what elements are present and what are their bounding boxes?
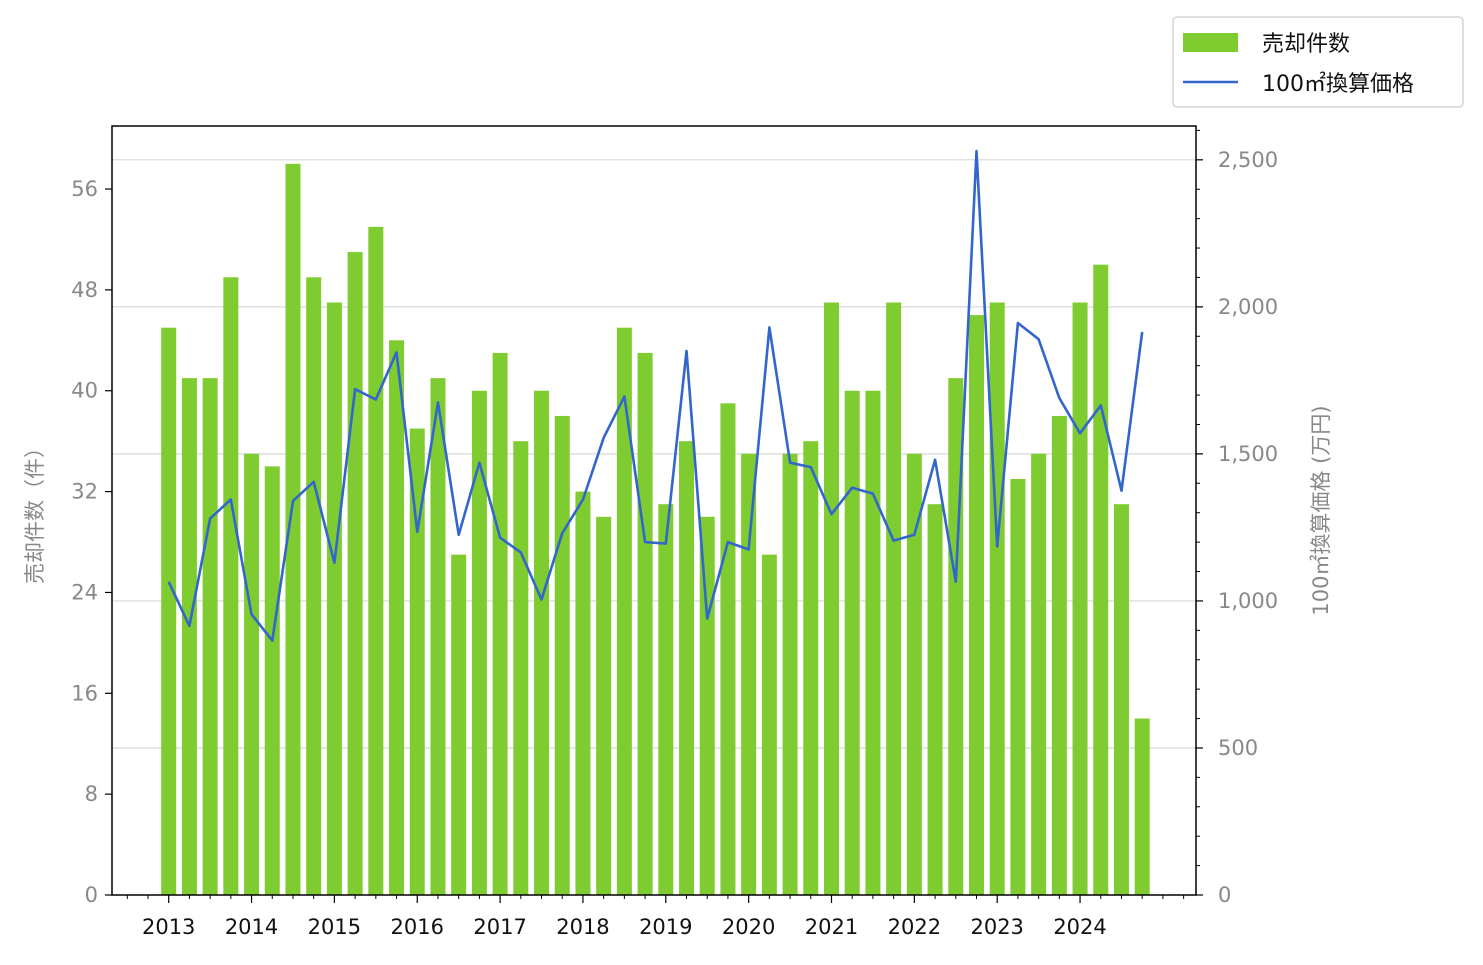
bar (389, 340, 405, 895)
bar (1134, 718, 1150, 895)
bar (1031, 453, 1047, 895)
bar (720, 403, 736, 895)
bar (451, 554, 467, 895)
axes-layer: 0 8 16 24 32 40 48 56 0 500 1,000 1,500 2,000 2,500 20… (23, 125, 1333, 939)
y-left-tick-label: 16 (71, 681, 98, 705)
bar (368, 226, 384, 895)
bar (306, 277, 322, 895)
bar (596, 516, 612, 895)
bar (326, 302, 342, 895)
bar (347, 252, 363, 896)
x-tick-label: 2020 (722, 915, 775, 939)
bar (637, 352, 653, 895)
bar (1113, 504, 1129, 895)
bar (1010, 478, 1026, 895)
plot-frame (111, 125, 1197, 896)
legend-bar-swatch (1183, 33, 1238, 52)
bar (534, 390, 550, 895)
x-tick-label: 2014 (225, 915, 278, 939)
y-right-axis-title: 100㎡換算価格 (万円) (1309, 405, 1333, 615)
x-tick-label: 2017 (473, 915, 526, 939)
y-left-tick-label: 48 (71, 278, 98, 302)
legend-label-count: 売却件数 (1262, 32, 1350, 57)
bar (285, 163, 301, 895)
bar (264, 466, 280, 895)
bar (906, 453, 922, 895)
bars-layer (161, 163, 1150, 896)
y-left-axis-title: 売却件数（件） (23, 437, 47, 584)
legend-box (1172, 16, 1464, 108)
x-tick-label: 2018 (556, 915, 609, 939)
bar (554, 415, 570, 895)
legend-layer: 売却件数 100㎡換算価格 (1172, 16, 1464, 108)
y-left-tick-label: 0 (85, 883, 98, 907)
bar (181, 378, 197, 896)
bar (989, 302, 1005, 895)
bar (741, 453, 757, 895)
x-tick-label: 2021 (805, 915, 858, 939)
bar (1072, 302, 1088, 895)
x-tick-label: 2015 (308, 915, 361, 939)
y-left-tick-label: 8 (85, 782, 98, 806)
bar (927, 504, 943, 895)
x-tick-label: 2016 (391, 915, 444, 939)
bar (202, 378, 218, 896)
bar (844, 390, 860, 895)
bar (492, 352, 508, 895)
line-layer (167, 149, 1144, 642)
bar (161, 327, 177, 895)
bar (803, 441, 819, 895)
bar (968, 315, 984, 895)
bar (616, 327, 632, 895)
bar (471, 390, 487, 895)
price-line (167, 149, 1144, 642)
bar (761, 554, 777, 895)
bar (513, 441, 529, 895)
bar (658, 504, 674, 895)
y-right-tick-label: 0 (1218, 883, 1231, 907)
legend-label-price: 100㎡換算価格 (1262, 71, 1414, 97)
y-right-tick-label: 2,000 (1218, 295, 1278, 319)
bar (865, 390, 881, 895)
x-tick-label: 2023 (970, 915, 1023, 939)
y-right-tick-label: 2,500 (1218, 148, 1278, 172)
x-tick-label: 2019 (639, 915, 692, 939)
x-tick-label: 2024 (1053, 915, 1106, 939)
bar (699, 516, 715, 895)
y-left-tick-label: 40 (71, 379, 98, 403)
x-tick-label: 2013 (142, 915, 195, 939)
y-right-tick-label: 500 (1218, 736, 1258, 760)
y-right-tick-label: 1,500 (1218, 442, 1278, 466)
bar (886, 302, 902, 895)
y-left-tick-label: 56 (71, 177, 98, 201)
x-tick-label: 2022 (888, 915, 941, 939)
bar (679, 441, 695, 895)
bar (1051, 415, 1067, 895)
y-left-tick-label: 32 (71, 480, 98, 504)
bar (223, 277, 239, 895)
bar (824, 302, 839, 895)
bar (430, 378, 446, 896)
bar (782, 453, 798, 895)
bar (409, 428, 425, 895)
y-left-tick-label: 24 (71, 580, 98, 604)
bar (575, 491, 591, 895)
bar (1093, 264, 1109, 895)
y-right-tick-label: 1,000 (1218, 589, 1278, 613)
bar (244, 453, 260, 895)
